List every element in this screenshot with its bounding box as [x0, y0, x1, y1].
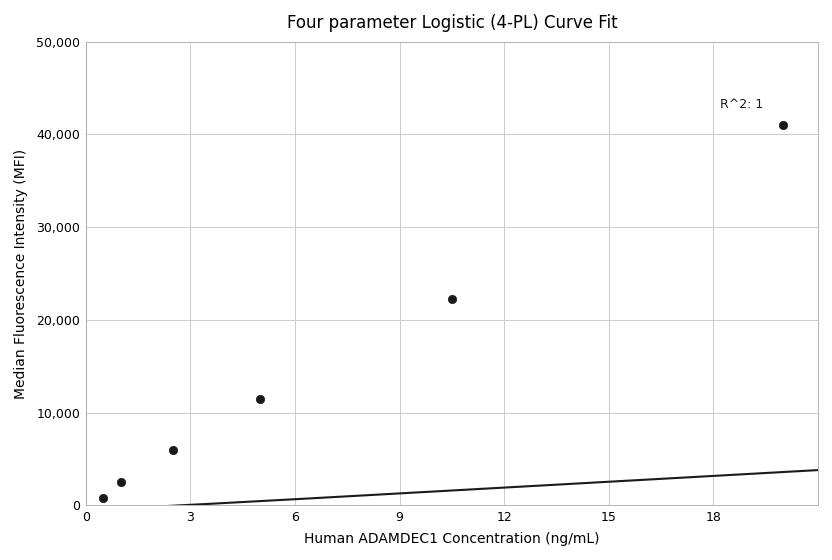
Point	[254, 394, 267, 403]
Point	[97, 493, 110, 502]
Text: R^2: 1: R^2: 1	[721, 99, 764, 111]
Y-axis label: Median Fluorescence Intensity (MFI): Median Fluorescence Intensity (MFI)	[14, 148, 28, 399]
Point	[166, 445, 180, 454]
Point	[114, 478, 127, 487]
Point	[776, 121, 790, 130]
X-axis label: Human ADAMDEC1 Concentration (ng/mL): Human ADAMDEC1 Concentration (ng/mL)	[305, 532, 600, 546]
Title: Four parameter Logistic (4-PL) Curve Fit: Four parameter Logistic (4-PL) Curve Fit	[287, 14, 617, 32]
Point	[445, 294, 458, 303]
